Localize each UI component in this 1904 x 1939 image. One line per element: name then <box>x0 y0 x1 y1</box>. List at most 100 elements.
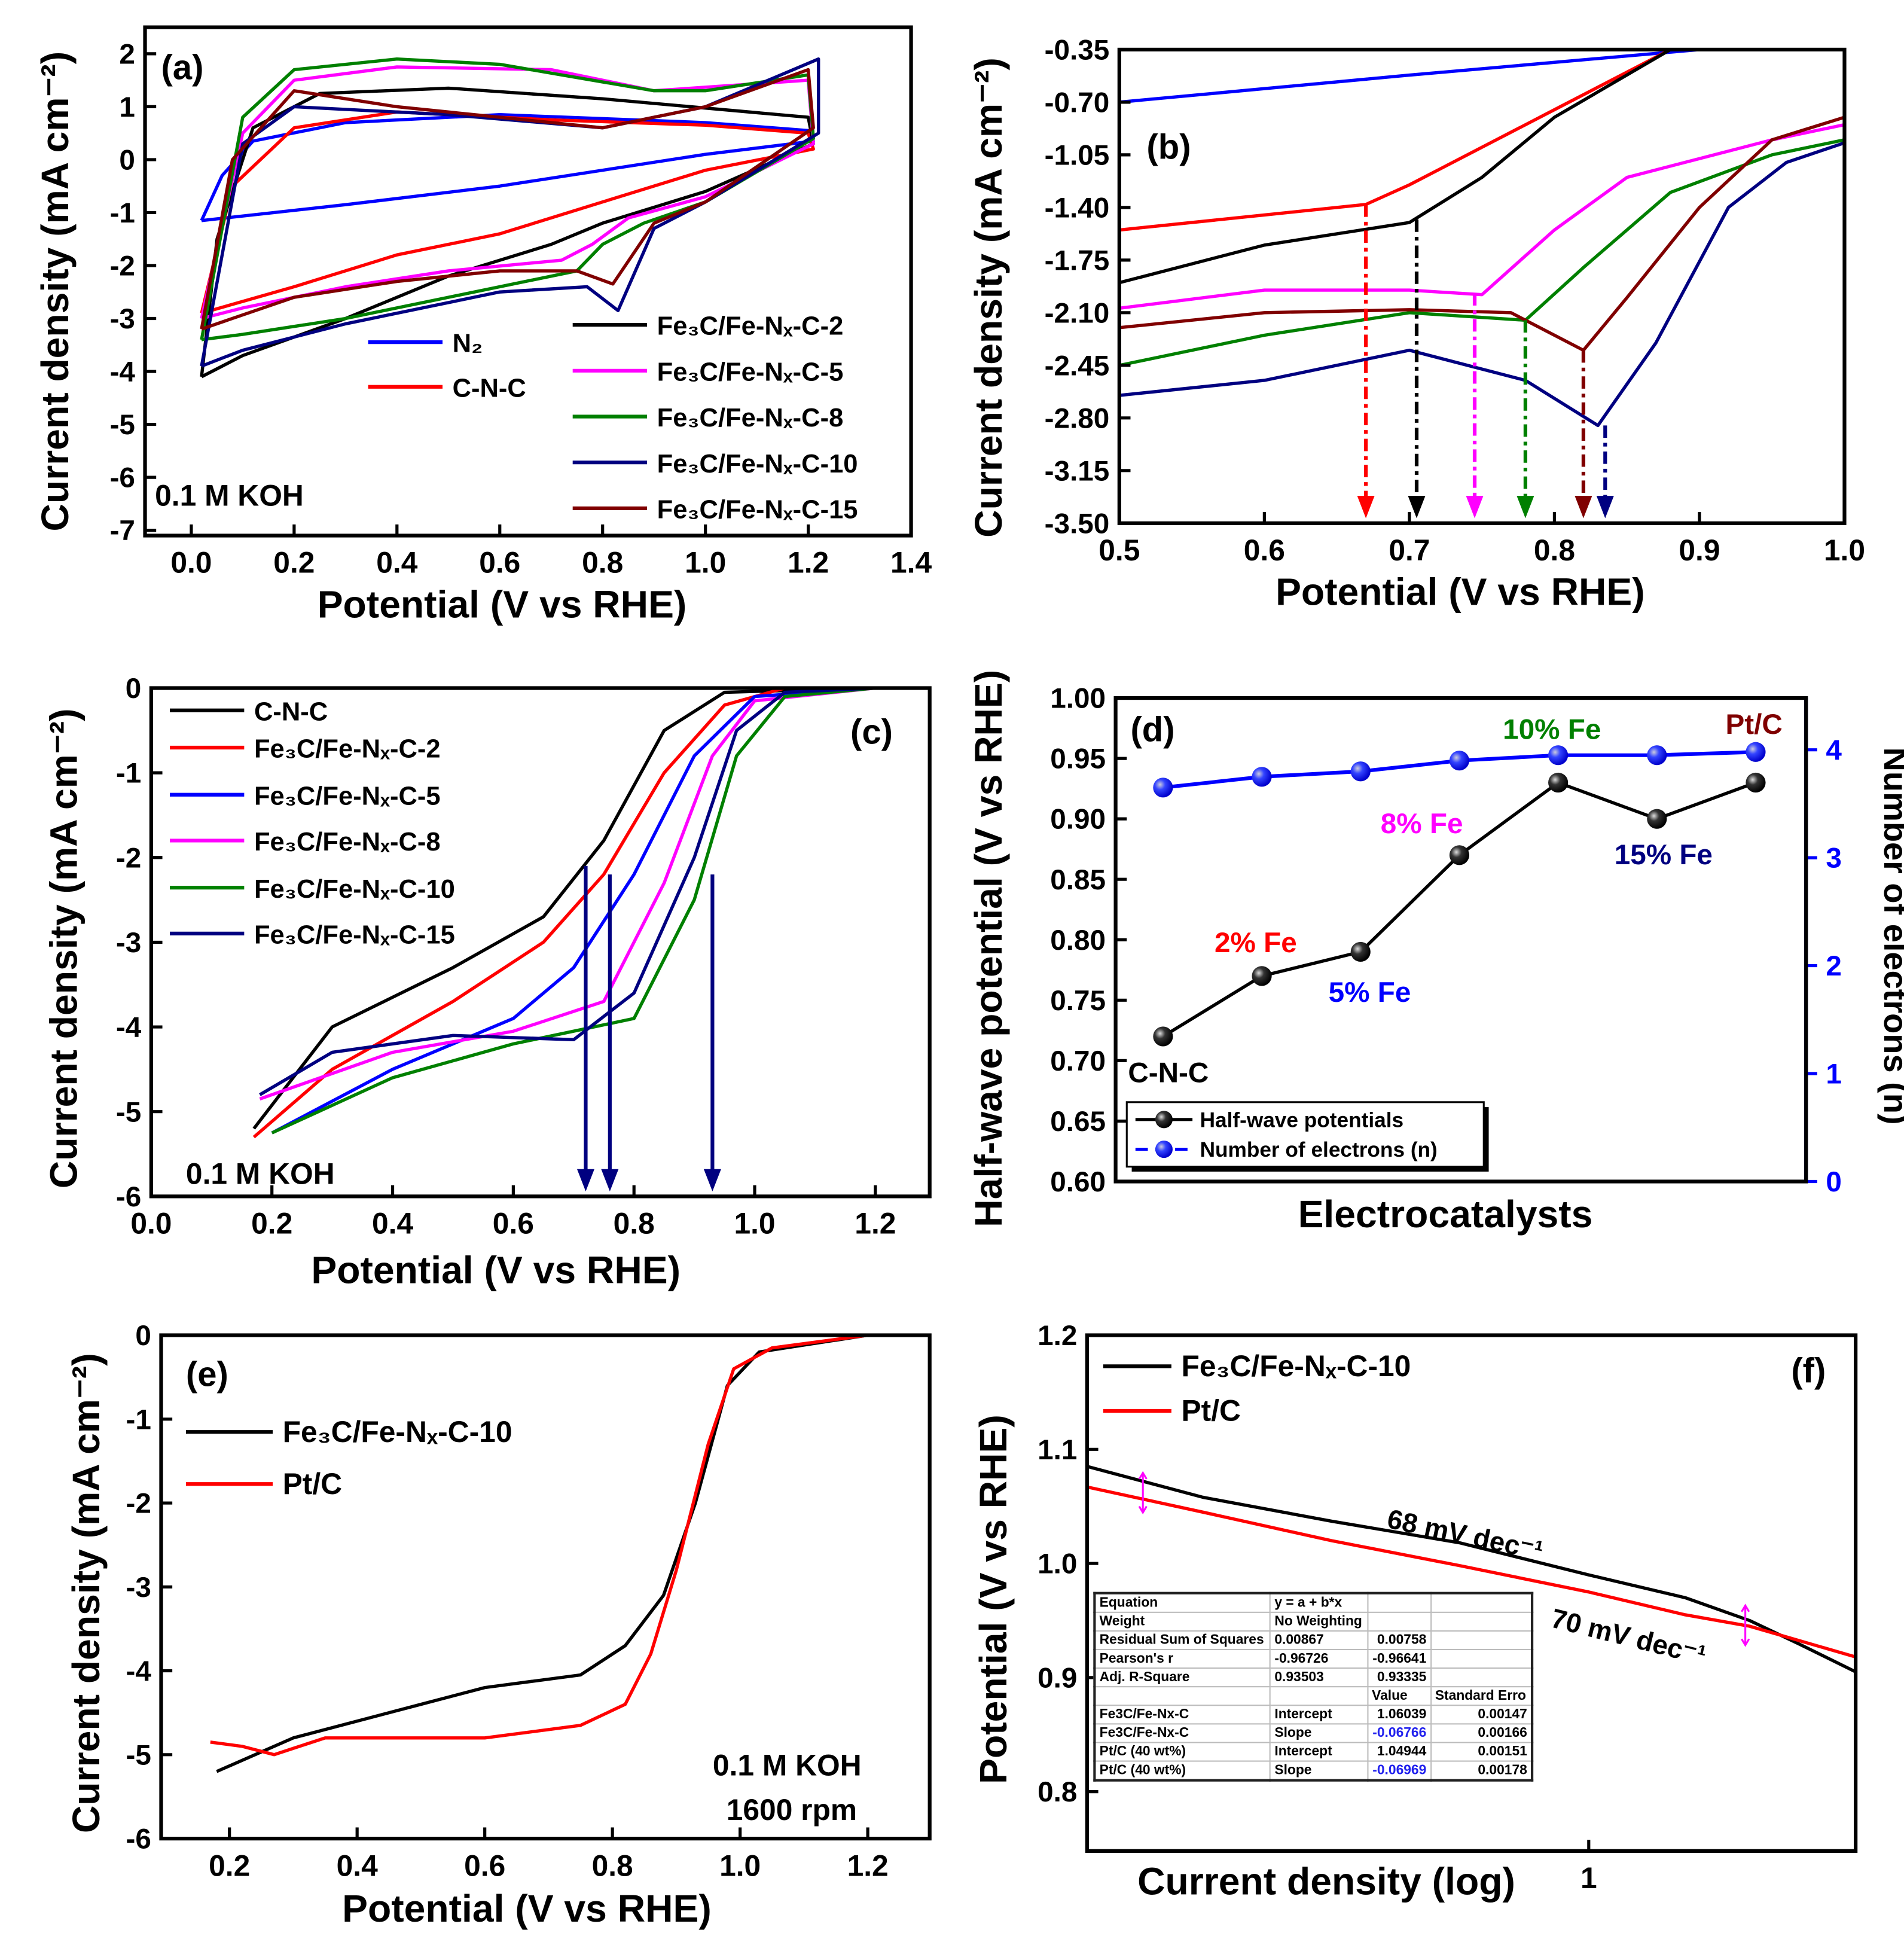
data-point <box>1548 772 1569 793</box>
y-tick-label: 0 <box>119 145 135 176</box>
plot-area <box>200 57 820 379</box>
y-axis-label: Current density (mA cm⁻²) <box>967 57 1010 538</box>
series-line-2 <box>1119 49 1671 285</box>
table-cell: Standard Erro <box>1430 1686 1533 1706</box>
y-tick-label: -5 <box>116 1096 141 1128</box>
data-point <box>1153 1026 1173 1047</box>
legend-label: Fe₃C/Fe-Nₓ-C-2 <box>657 312 844 341</box>
legend-label: Fe₃C/Fe-Nₓ-C-15 <box>254 920 455 949</box>
legend-label: Fe₃C/Fe-Nₓ-C-2 <box>254 735 441 764</box>
y-tick-label: -1 <box>126 1404 151 1435</box>
plot-area <box>252 688 876 1139</box>
data-point <box>1252 966 1272 986</box>
table-cell: Residual Sum of Squares <box>1094 1630 1271 1651</box>
x-tick-label: 1.0 <box>734 1207 775 1240</box>
legend-label: Pt/C <box>1181 1394 1240 1428</box>
arrow-head-icon <box>1466 496 1484 519</box>
series-line-5 <box>259 688 876 1096</box>
data-point <box>1350 761 1371 782</box>
y2-tick-label: 4 <box>1826 734 1842 766</box>
table-row: Equation y = a + b*x <box>1094 1592 1533 1613</box>
table-row: Pt/C (40 wt%) Intercept 1.04944 0.00151 <box>1094 1742 1533 1762</box>
table-cell: No Weighting <box>1270 1611 1368 1632</box>
y-tick-label: -0.35 <box>1045 34 1110 66</box>
category-label: 8% Fe <box>1381 808 1463 840</box>
table-cell <box>1430 1630 1533 1651</box>
y-tick-label: -6 <box>126 1824 151 1855</box>
y-tick-label: 1 <box>119 92 135 123</box>
annotation: 1600 rpm <box>727 1793 857 1827</box>
y-tick-label: 1.1 <box>1038 1434 1077 1466</box>
table-row: Fe3C/Fe-Nx-C Intercept 1.06039 0.00147 <box>1094 1705 1533 1725</box>
x-tick-label: 1.0 <box>719 1849 761 1882</box>
panel-b: 0.5 0.6 0.7 0.8 0.9 1.0 -0.35 -0.70 -1.05 -1.40 -1… <box>967 34 1865 613</box>
table-cell: Fe3C/Fe-Nx-C <box>1094 1723 1271 1743</box>
data-point <box>1548 745 1569 766</box>
data-point <box>1746 742 1766 762</box>
table-cell: Pearson's r <box>1094 1648 1271 1669</box>
fit-range-marker-icon <box>1741 1603 1750 1647</box>
x-axis-label: Potential (V vs RHE) <box>1276 571 1645 614</box>
y-tick-label: 0.85 <box>1050 864 1106 896</box>
table-cell <box>1430 1592 1533 1613</box>
y-tick-label: 2 <box>119 38 135 70</box>
y-tick-label: 0 <box>126 673 142 705</box>
table-cell <box>1430 1667 1533 1688</box>
plot-area <box>1087 1465 1856 1673</box>
data-point <box>1647 745 1667 766</box>
table-cell: 0.00151 <box>1430 1742 1533 1762</box>
x-tick-label: 0.4 <box>372 1207 413 1240</box>
panel-c: 0.0 0.2 0.4 0.6 0.8 1.0 1.2 0 -1 -2 -3 -4 -5 -6 (c) Pot… <box>42 673 932 1291</box>
table-cell: Value <box>1366 1686 1432 1706</box>
y-tick-label: -5 <box>110 409 135 441</box>
y-tick-label: -3 <box>110 303 135 335</box>
table-cell: Fe3C/Fe-Nx-C <box>1094 1705 1271 1725</box>
legend-marker <box>1155 1141 1173 1158</box>
series-line-0 <box>1119 49 1700 104</box>
y-tick-label: -2 <box>126 1488 151 1520</box>
panel-label: (f) <box>1791 1351 1826 1390</box>
y-tick-label: -1 <box>110 197 135 229</box>
data-point <box>1449 751 1470 771</box>
y-tick-label: 1.00 <box>1050 683 1106 715</box>
arrow-head-icon <box>1357 496 1375 519</box>
y-tick-label: 0.8 <box>1038 1776 1077 1808</box>
x-tick-label: 0.2 <box>273 546 315 580</box>
table-cell: 1.06039 <box>1366 1705 1432 1725</box>
data-point <box>1252 767 1272 787</box>
y-tick-label: -5 <box>126 1739 151 1771</box>
panel-label: (a) <box>161 48 203 87</box>
y-tick-label: 0.65 <box>1050 1106 1106 1138</box>
y-tick-label: 0.60 <box>1050 1166 1106 1198</box>
annotation: 0.1 M KOH <box>186 1157 335 1191</box>
x-tick-label: 0.7 <box>1389 533 1430 567</box>
series-line-5 <box>1119 141 1845 428</box>
data-point <box>1350 941 1371 962</box>
series-line-1 <box>210 1335 868 1757</box>
x-tick-label: 1.2 <box>847 1849 889 1882</box>
data-point <box>1746 772 1766 793</box>
arrow-head-icon <box>1517 496 1534 519</box>
fit-range-marker-icon <box>1138 1471 1148 1514</box>
panel-label: (b) <box>1146 127 1191 166</box>
table-cell: -0.96641 <box>1366 1648 1432 1669</box>
arrow-head-icon <box>1596 496 1614 519</box>
y2-tick-label: 0 <box>1826 1166 1842 1198</box>
series-line-1 <box>200 110 815 315</box>
plot-frame <box>143 25 913 538</box>
annotation: 70 mV dec⁻¹ <box>1548 1603 1709 1671</box>
y-tick-label: -2 <box>116 842 141 874</box>
table-cell: 0.00178 <box>1430 1760 1533 1781</box>
legend-label: Fe₃C/Fe-Nₓ-C-10 <box>657 450 858 478</box>
y-tick-label: 0.70 <box>1050 1045 1106 1077</box>
y2-tick-label: 1 <box>1826 1059 1842 1090</box>
y-tick-label: -1 <box>116 758 141 789</box>
arrow-head-icon <box>1408 496 1426 519</box>
legend-label: Number of electrons (n) <box>1200 1138 1438 1161</box>
table-cell: Adj. R-Square <box>1094 1667 1271 1688</box>
x-tick-label: 0.6 <box>479 546 520 580</box>
series-line-6 <box>1119 115 1845 352</box>
category-label: 15% Fe <box>1615 839 1713 871</box>
table-cell: Weight <box>1094 1611 1271 1632</box>
